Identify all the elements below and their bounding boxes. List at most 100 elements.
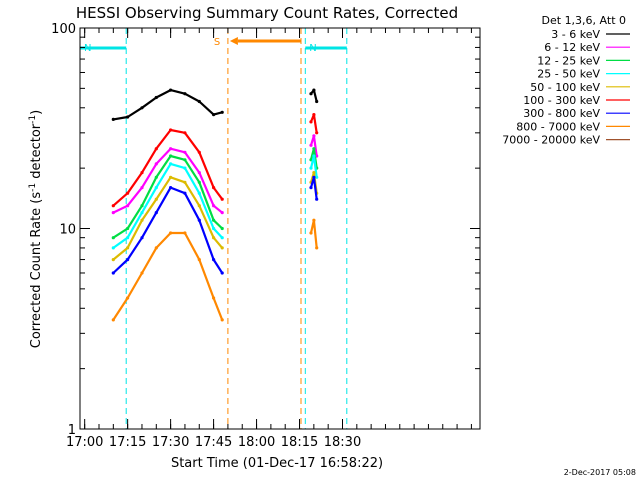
y-tick-label: 100: [51, 22, 76, 37]
x-axis-label: Start Time (01-Dec-17 16:58:22): [171, 456, 383, 471]
series-point-50-100-kev: [169, 175, 173, 179]
chart-title: HESSI Observing Summary Count Rates, Cor…: [76, 4, 458, 22]
series-point-12-25-kev: [212, 218, 216, 222]
series-line-100-300-kev: [309, 113, 318, 133]
series-point-300-800-kev: [315, 197, 319, 201]
series-point-25-50-kev: [111, 246, 115, 250]
series-point-300-800-kev: [111, 271, 115, 275]
series-point-3-6-kev: [183, 92, 187, 96]
saa-arrow: [229, 37, 238, 45]
series-point-6-12-kev: [212, 204, 216, 208]
series-point-300-800-kev: [183, 191, 187, 195]
x-tick-label: 18:15: [281, 435, 318, 450]
x-axis: 17:00 17:15 17:30 17:45 18:00 18:15 18:30: [66, 28, 472, 450]
legend-title: Det 1,3,6, Att 0: [542, 14, 626, 27]
night-label: N: [309, 43, 316, 54]
series-point-800-7000-kev: [183, 231, 187, 235]
series-point-12-25-kev: [220, 226, 224, 231]
series-point-3-6-kev: [212, 113, 216, 117]
series-point-3-6-kev: [154, 95, 158, 100]
x-tick-label: 18:00: [238, 435, 275, 450]
y-tick-label: 10: [59, 223, 76, 238]
series-point-6-12-kev: [111, 211, 115, 215]
series-point-3-6-kev: [169, 88, 173, 92]
series-point-100-300-kev: [309, 120, 313, 124]
series-point-3-6-kev: [197, 99, 201, 104]
x-tick-label: 18:30: [324, 435, 361, 450]
series-point-300-800-kev: [140, 236, 144, 240]
series-point-800-7000-kev: [315, 246, 319, 250]
series-point-800-7000-kev: [169, 231, 173, 235]
series-point-25-50-kev: [315, 175, 319, 179]
series-point-25-50-kev: [140, 211, 144, 215]
series-point-6-12-kev: [126, 204, 130, 208]
series-point-800-7000-kev: [154, 246, 158, 250]
series-point-100-300-kev: [220, 197, 224, 201]
series-point-3-6-kev: [111, 117, 115, 121]
series-point-300-800-kev: [309, 186, 313, 190]
y-axis: 1 10 100: [51, 22, 480, 438]
y-tick-label: 1: [68, 423, 76, 438]
series-point-12-25-kev: [140, 204, 144, 208]
legend-label: 12 - 25 keV: [537, 54, 600, 67]
series-point-100-300-kev: [140, 171, 144, 175]
series-line-3-6-kev: [310, 88, 318, 102]
series-point-6-12-kev: [197, 171, 201, 175]
series-point-800-7000-kev: [212, 296, 216, 300]
series-point-12-25-kev: [154, 175, 158, 179]
series-point-100-300-kev: [169, 128, 173, 132]
series-line-3-6-kev: [113, 88, 223, 121]
series-point-50-100-kev: [154, 197, 158, 201]
legend-label: 6 - 12 keV: [544, 41, 600, 54]
series-point-300-800-kev: [169, 186, 173, 190]
series-point-12-25-kev: [126, 226, 130, 231]
series-point-800-7000-kev: [312, 218, 316, 222]
series-point-300-800-kev: [220, 271, 224, 275]
series-point-25-50-kev: [154, 186, 158, 190]
series-point-6-12-kev: [309, 143, 313, 147]
y-axis-label-main: Corrected Count Rate (s: [29, 192, 44, 349]
series-point-800-7000-kev: [126, 296, 130, 300]
series-point-100-300-kev: [312, 113, 316, 117]
series-point-3-6-kev: [315, 99, 319, 104]
series-point-300-800-kev: [197, 218, 201, 222]
legend-label: 800 - 7000 keV: [516, 120, 600, 133]
y-axis-label-mid: detector: [29, 123, 44, 183]
series-point-800-7000-kev: [140, 271, 144, 275]
series-point-12-25-kev: [197, 180, 201, 184]
y-axis-label: Corrected Count Rate (s-1 detector-1): [28, 110, 44, 348]
series-point-50-100-kev: [183, 180, 187, 184]
series-point-800-7000-kev: [197, 258, 201, 262]
series-point-25-50-kev: [183, 166, 187, 170]
series-point-800-7000-kev: [309, 231, 313, 235]
legend-label: 50 - 100 keV: [530, 81, 600, 94]
series-point-100-300-kev: [111, 204, 115, 208]
legend-label: 7000 - 20000 keV: [502, 134, 600, 147]
series-point-50-100-kev: [111, 258, 115, 262]
saa-label: S: [214, 37, 220, 48]
series-point-50-100-kev: [212, 236, 216, 240]
legend-label: 100 - 300 keV: [523, 94, 600, 107]
series-point-6-12-kev: [154, 162, 158, 166]
series-point-12-25-kev: [111, 236, 115, 240]
series-point-12-25-kev: [169, 154, 173, 158]
series-point-25-50-kev: [197, 191, 201, 195]
series-point-100-300-kev: [315, 131, 319, 135]
series-point-800-7000-kev: [220, 318, 224, 322]
series-point-800-7000-kev: [111, 318, 115, 322]
series-point-100-300-kev: [197, 150, 201, 154]
series-point-6-12-kev: [140, 186, 144, 190]
series-point-50-100-kev: [126, 246, 130, 250]
y-axis-label-sup1: -1: [28, 183, 38, 192]
series-point-6-12-kev: [312, 134, 316, 138]
legend-label: 300 - 800 keV: [523, 107, 600, 120]
series-point-50-100-kev: [197, 204, 201, 208]
series-point-25-50-kev: [212, 226, 216, 231]
night-label: N: [84, 43, 91, 54]
series-point-25-50-kev: [309, 166, 313, 170]
series-point-3-6-kev: [312, 88, 316, 92]
series-point-6-12-kev: [169, 147, 173, 151]
